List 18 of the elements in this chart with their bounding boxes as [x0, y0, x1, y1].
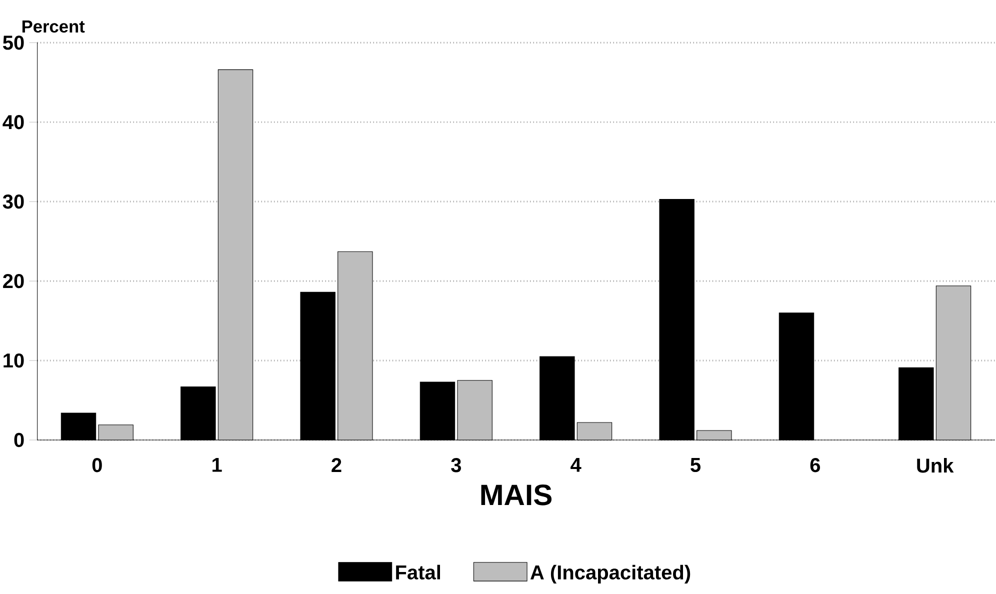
y-tick-label: 0 [14, 432, 24, 448]
x-tick-label: Unk [917, 458, 954, 473]
y-tick-label: 20 [3, 274, 24, 288]
x-tick-label: 5 [690, 458, 700, 472]
y-tick-label: 10 [4, 353, 24, 368]
y-axis-title: Percent [22, 20, 85, 33]
legend-label: Fatal [396, 564, 440, 580]
x-tick-label: 3 [451, 458, 461, 472]
x-tick-label: 0 [92, 458, 102, 472]
y-tick-label: 40 [2, 115, 24, 130]
y-tick-label: 50 [2, 36, 24, 50]
x-tick-label: 4 [570, 458, 582, 472]
x-tick-label: 2 [332, 458, 342, 472]
x-axis-title: MAIS [481, 484, 552, 506]
legend-label: A (Incapacitated) [530, 564, 690, 584]
x-tick-label: 6 [810, 458, 820, 472]
x-tick-label: 1 [212, 458, 222, 472]
y-tick-label: 30 [2, 194, 24, 209]
